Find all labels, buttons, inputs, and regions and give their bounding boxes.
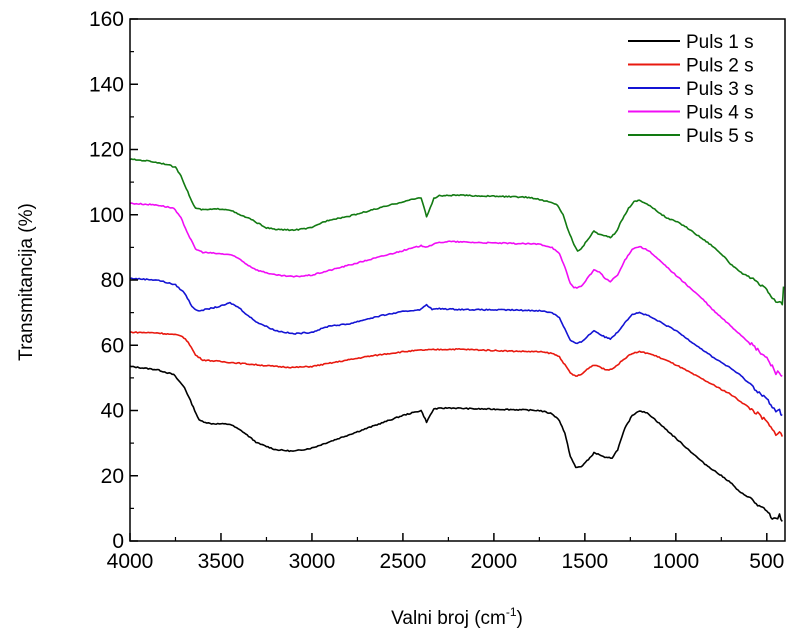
y-tick-label: 160 [89,8,124,31]
legend-label: Puls 5 s [686,126,754,147]
x-tick-label: 3000 [289,550,336,573]
x-tick-label: 1500 [562,550,609,573]
y-tick-label: 0 [112,530,124,553]
series-line [129,202,783,377]
y-axis-title: Transmitancija (%) [16,203,37,361]
y-tick-label: 60 [101,334,124,357]
y-tick-label: 140 [89,73,124,96]
legend-label: Puls 2 s [686,56,754,77]
x-axis-title: Valni broj (cm-1) [391,605,523,629]
x-tick-label: 1000 [652,550,699,573]
x-axis-title-suffix: ) [517,608,523,629]
y-tick-label: 20 [101,465,124,488]
x-tick-label: 2500 [380,550,427,573]
x-axis-title-main: Valni broj (cm [391,608,506,629]
legend-label: Puls 3 s [686,79,754,100]
series-line [129,158,785,306]
legend-label: Puls 1 s [686,32,754,53]
series-line [129,331,784,437]
x-tick-label: 500 [749,550,784,573]
x-axis-title-sup: -1 [506,605,517,619]
axis-ticks [129,18,768,542]
series-line [129,277,783,417]
x-tick-label: 3500 [198,550,245,573]
y-tick-label: 80 [101,269,124,292]
x-tick-label: 4000 [107,550,154,573]
legend-label: Puls 4 s [686,103,754,124]
x-tick-label: 2000 [471,550,518,573]
y-tick-label: 120 [89,139,124,162]
y-tick-label: 40 [101,400,124,423]
y-tick-label: 100 [89,204,124,227]
series-line [129,365,783,522]
plot-lines [129,158,785,522]
tick-labels: 4000 3500 3000 2500 2000 1500 1000 500 0 20 40 60 80… [89,8,784,573]
